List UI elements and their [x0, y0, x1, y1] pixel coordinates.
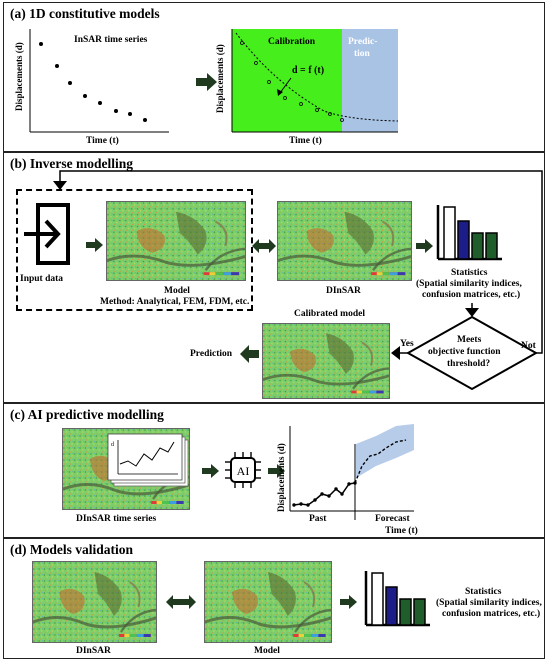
validation-statistics-bar-icon: [364, 571, 430, 627]
prediction-label-2: tion: [354, 49, 370, 59]
insar-ylabel: Displacements (d): [14, 42, 24, 111]
arrow-model-dinsar: [252, 239, 276, 253]
arrow-input-model: [86, 238, 103, 252]
dinsar-ts-label: DInSAR time series: [76, 514, 157, 524]
forecast-band: [356, 424, 414, 478]
model-map: [106, 201, 246, 281]
forecast-ylabel: Displacements (d): [276, 443, 286, 512]
calibration-points: [240, 41, 344, 122]
validation-statistics-detail-2: confusion matrices, etc.): [442, 609, 541, 619]
prediction-region: [342, 29, 398, 132]
statistics-bar-icon: [436, 205, 502, 261]
input-data-label: Input data: [20, 274, 64, 284]
yes-label: Yes: [400, 339, 414, 349]
calib-ylabel: Displacements (d): [215, 44, 225, 113]
calibration-region: [232, 29, 342, 132]
validation-statistics-detail-1: (Spatial similarity indices,: [436, 598, 542, 608]
ai-chip-icon: AI: [225, 452, 261, 488]
model-label: Model: [164, 286, 190, 296]
prediction-label-1: Predic-: [348, 37, 378, 47]
equation-label: d = f (t): [292, 65, 325, 76]
arrow-dinsar-model: [166, 595, 196, 609]
method-label: Method: Analytical, FEM, FDM, etc.: [100, 297, 250, 307]
insar-xlabel: Time (t): [86, 136, 119, 146]
validation-statistics-label: Statistics: [465, 587, 502, 597]
past-points: [292, 481, 357, 507]
inset-d: d: [111, 442, 114, 448]
time-series-inset: d: [107, 433, 189, 487]
validation-model-label: Model: [254, 646, 280, 656]
calibrated-model-map: [262, 323, 390, 399]
arrow-to-prediction: [240, 345, 259, 363]
past-series: [293, 482, 356, 506]
panel-b-title: (b) Inverse modelling: [10, 156, 133, 171]
panel-d: (d) Models validation DInSAR Model Stati…: [3, 538, 545, 659]
arrow-ts-ai: [202, 464, 219, 478]
forecast-series: [354, 439, 407, 484]
calibration-label: Calibration: [268, 37, 315, 47]
panel-d-title: (d) Models validation: [10, 542, 134, 557]
calibration-chart: Displacements (d): [215, 29, 399, 133]
arrow-a: [196, 73, 217, 91]
dinsar-map: [277, 201, 412, 281]
calib-xlabel: Time (t): [289, 136, 322, 146]
insar-time-series-chart: Displacements (d): [14, 29, 169, 133]
model-input-group: [16, 189, 253, 311]
no-label: Not: [521, 341, 536, 351]
dinsar-ts-map: [62, 428, 190, 510]
panel-c: (c) AI predictive modelling d DInSAR tim…: [3, 403, 545, 538]
insar-points: [39, 42, 147, 122]
ai-text: AI: [237, 464, 250, 478]
arrow-ai-forecast: [268, 464, 285, 478]
decision-label-2: objective function: [428, 347, 501, 357]
dinsar-label: DInSAR: [326, 286, 361, 296]
insar-chart-title: InSAR time series: [74, 35, 148, 45]
prediction-label: Prediction: [190, 349, 233, 359]
validation-dinsar-label: DInSAR: [76, 646, 111, 656]
past-label: Past: [309, 514, 327, 524]
statistics-detail-1: (Spatial similarity indices,: [416, 279, 522, 289]
arrow-model-stats: [340, 595, 357, 609]
calibrated-model-label: Calibrated model: [294, 309, 365, 319]
panel-a: (a) 1D constitutive models Displacements…: [3, 2, 545, 152]
panel-b: (b) Inverse modelling Input data Model M…: [3, 152, 545, 403]
statistics-detail-2: confusion matrices, etc.): [422, 290, 521, 300]
decision-diamond: [405, 315, 539, 391]
validation-dinsar-map: [32, 561, 157, 643]
flow-lines: [53, 170, 543, 391]
fit-curve: [235, 32, 399, 122]
forecast-chart: Displacements (d): [276, 424, 414, 520]
statistics-label: Statistics: [451, 268, 488, 278]
input-data-icon: [24, 203, 70, 265]
arrow-dinsar-stats: [416, 239, 433, 253]
decision-label-3: threshold?: [447, 359, 491, 369]
panel-a-title: (a) 1D constitutive models: [10, 6, 160, 21]
equation-pointer: [279, 77, 292, 94]
forecast-label: Forecast: [375, 514, 410, 524]
validation-model-map: [204, 561, 332, 643]
panel-c-title: (c) AI predictive modelling: [10, 407, 164, 422]
decision-label-1: Meets: [457, 335, 482, 345]
forecast-xlabel: Time (t): [385, 526, 418, 536]
